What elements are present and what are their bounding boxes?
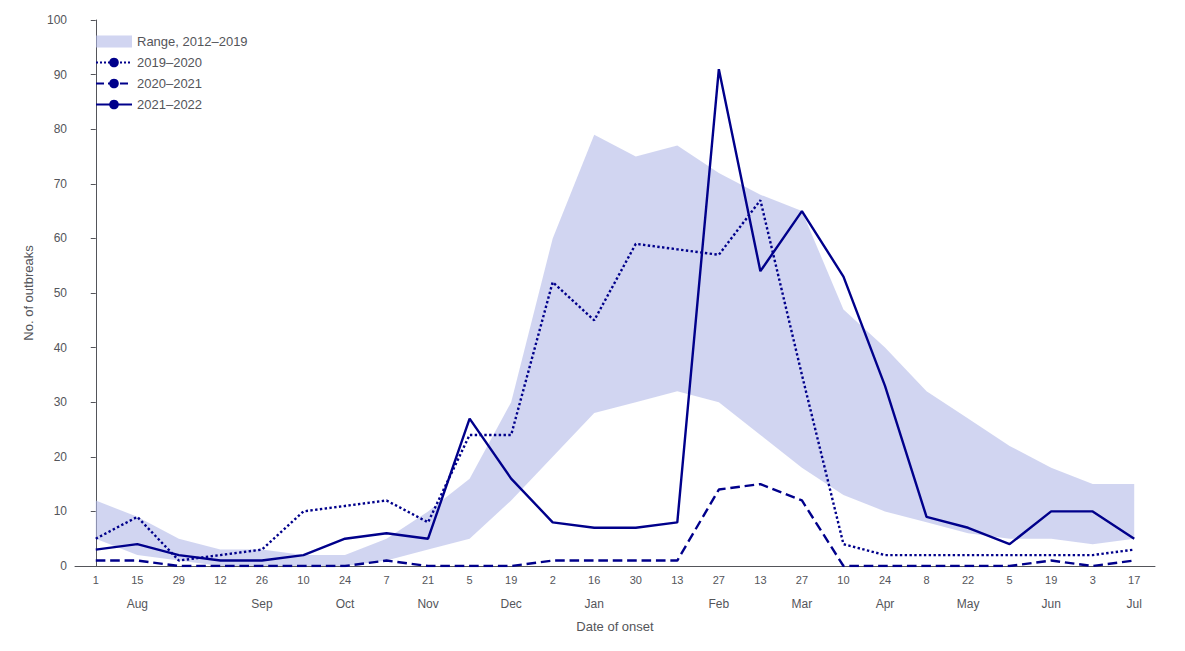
svg-text:10: 10 — [54, 504, 68, 518]
svg-text:2019–2020: 2019–2020 — [137, 55, 202, 70]
svg-text:30: 30 — [54, 395, 68, 409]
svg-text:100: 100 — [47, 13, 67, 27]
svg-text:30: 30 — [630, 574, 642, 586]
svg-text:10: 10 — [837, 574, 849, 586]
svg-text:50: 50 — [54, 286, 68, 300]
svg-text:22: 22 — [962, 574, 974, 586]
svg-text:Date of onset: Date of onset — [576, 619, 654, 634]
svg-text:Oct: Oct — [336, 597, 355, 611]
svg-text:29: 29 — [173, 574, 185, 586]
svg-text:19: 19 — [1045, 574, 1057, 586]
svg-text:12: 12 — [214, 574, 226, 586]
svg-text:8: 8 — [923, 574, 929, 586]
svg-text:Feb: Feb — [709, 597, 730, 611]
svg-text:2020–2021: 2020–2021 — [137, 76, 202, 91]
svg-text:Apr: Apr — [876, 597, 895, 611]
svg-text:17: 17 — [1128, 574, 1140, 586]
svg-text:Mar: Mar — [792, 597, 813, 611]
svg-text:60: 60 — [54, 231, 68, 245]
svg-text:5: 5 — [467, 574, 473, 586]
svg-text:Sep: Sep — [251, 597, 273, 611]
svg-text:Dec: Dec — [500, 597, 521, 611]
svg-text:2021–2022: 2021–2022 — [137, 97, 202, 112]
svg-text:13: 13 — [671, 574, 683, 586]
svg-text:1: 1 — [93, 574, 99, 586]
svg-text:Jun: Jun — [1041, 597, 1060, 611]
svg-text:70: 70 — [54, 177, 68, 191]
svg-text:0: 0 — [60, 559, 67, 573]
svg-text:21: 21 — [422, 574, 434, 586]
svg-text:Range, 2012–2019: Range, 2012–2019 — [137, 34, 248, 49]
svg-text:24: 24 — [339, 574, 351, 586]
svg-text:10: 10 — [297, 574, 309, 586]
svg-text:16: 16 — [588, 574, 600, 586]
svg-text:15: 15 — [131, 574, 143, 586]
svg-text:Jul: Jul — [1127, 597, 1142, 611]
svg-text:24: 24 — [879, 574, 891, 586]
svg-text:May: May — [957, 597, 980, 611]
svg-text:5: 5 — [1007, 574, 1013, 586]
svg-text:3: 3 — [1090, 574, 1096, 586]
svg-text:19: 19 — [505, 574, 517, 586]
svg-text:40: 40 — [54, 341, 68, 355]
svg-text:13: 13 — [754, 574, 766, 586]
svg-text:No. of outbreaks: No. of outbreaks — [21, 245, 36, 341]
svg-text:27: 27 — [713, 574, 725, 586]
svg-text:80: 80 — [54, 122, 68, 136]
svg-text:2: 2 — [550, 574, 556, 586]
svg-text:Jan: Jan — [585, 597, 604, 611]
svg-text:26: 26 — [256, 574, 268, 586]
svg-text:Nov: Nov — [417, 597, 438, 611]
svg-text:Aug: Aug — [127, 597, 148, 611]
svg-text:90: 90 — [54, 68, 68, 82]
svg-text:27: 27 — [796, 574, 808, 586]
svg-text:7: 7 — [383, 574, 389, 586]
svg-text:20: 20 — [54, 450, 68, 464]
